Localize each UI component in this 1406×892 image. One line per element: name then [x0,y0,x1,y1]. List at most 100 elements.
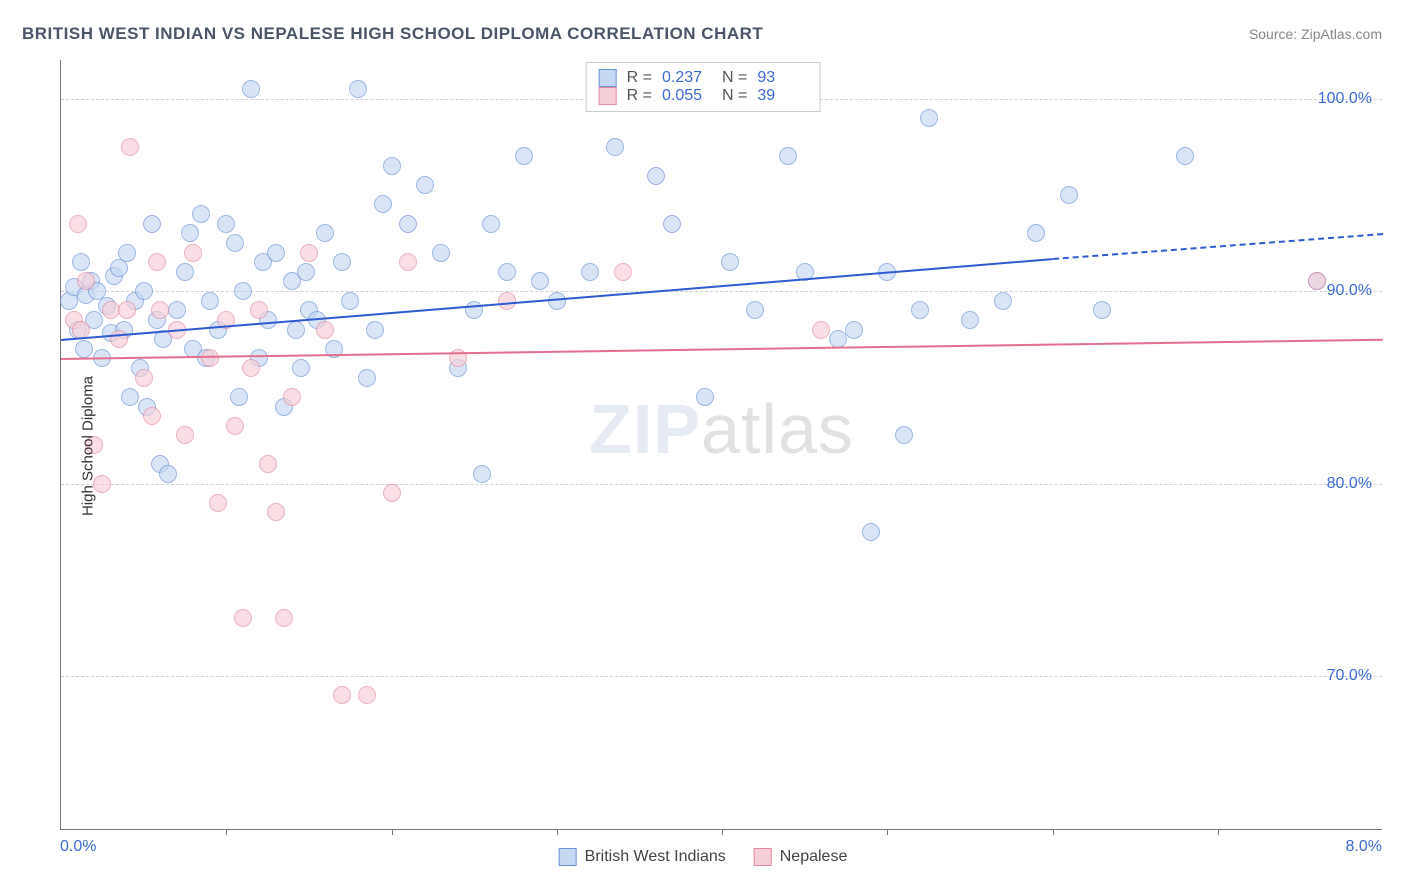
scatter-point [432,244,450,262]
scatter-point [242,80,260,98]
gridline [61,676,1382,677]
scatter-point [121,388,139,406]
scatter-point [226,417,244,435]
scatter-point [316,224,334,242]
scatter-point [895,426,913,444]
y-tick-label: 70.0% [1327,667,1372,685]
scatter-point [151,301,169,319]
scatter-point [300,244,318,262]
legend-item: Nepalese [754,848,848,866]
chart-title: BRITISH WEST INDIAN VS NEPALESE HIGH SCH… [22,24,763,44]
scatter-point [159,465,177,483]
scatter-point [614,263,632,281]
scatter-point [121,138,139,156]
scatter-point [341,292,359,310]
scatter-point [961,311,979,329]
scatter-point [358,369,376,387]
scatter-point [297,263,315,281]
watermark: ZIPatlas [589,389,854,469]
x-tick [226,829,227,835]
legend-swatch [754,848,772,866]
watermark-atlas: atlas [701,390,854,468]
n-value: 93 [757,69,807,87]
scatter-point [287,321,305,339]
r-value: 0.237 [662,69,712,87]
scatter-point [482,215,500,233]
x-tick [1053,829,1054,835]
scatter-point [234,609,252,627]
scatter-point [143,407,161,425]
scatter-point [606,138,624,156]
legend-swatch [599,69,617,87]
scatter-point [498,263,516,281]
legend-label: Nepalese [780,848,848,866]
scatter-point [135,369,153,387]
legend-item: British West Indians [559,848,726,866]
chart-container: BRITISH WEST INDIAN VS NEPALESE HIGH SCH… [0,0,1406,892]
scatter-point [283,388,301,406]
legend-series: British West Indians Nepalese [559,848,848,866]
scatter-point [292,359,310,377]
x-tick [1218,829,1219,835]
scatter-point [176,426,194,444]
legend-stats: R = 0.237 N = 93 R = 0.055 N = 39 [586,62,821,112]
r-label: R = [627,87,652,105]
scatter-point [75,340,93,358]
scatter-point [721,253,739,271]
y-axis-label: High School Diploma [80,376,97,516]
scatter-point [72,253,90,271]
gridline [61,291,1382,292]
scatter-point [118,301,136,319]
scatter-point [374,195,392,213]
scatter-point [267,503,285,521]
scatter-point [226,234,244,252]
scatter-point [416,176,434,194]
scatter-point [69,215,87,233]
r-value: 0.055 [662,87,712,105]
scatter-point [102,301,120,319]
scatter-point [1308,272,1326,290]
gridline [61,484,1382,485]
scatter-point [862,523,880,541]
scatter-point [1060,186,1078,204]
scatter-point [663,215,681,233]
scatter-point [118,244,136,262]
n-value: 39 [757,87,807,105]
scatter-point [911,301,929,319]
scatter-point [383,484,401,502]
scatter-point [201,349,219,367]
scatter-point [234,282,252,300]
legend-label: British West Indians [585,848,726,866]
scatter-point [230,388,248,406]
scatter-point [135,282,153,300]
scatter-point [192,205,210,223]
watermark-zip: ZIP [589,390,701,468]
scatter-point [267,244,285,262]
scatter-point [399,215,417,233]
scatter-point [696,388,714,406]
scatter-point [473,465,491,483]
scatter-point [383,157,401,175]
x-tick [557,829,558,835]
scatter-point [515,147,533,165]
scatter-point [259,455,277,473]
legend-stats-row: R = 0.055 N = 39 [599,87,808,105]
scatter-point [829,330,847,348]
r-label: R = [627,69,652,87]
scatter-point [746,301,764,319]
legend-swatch [599,87,617,105]
legend-swatch [559,848,577,866]
scatter-point [812,321,830,339]
y-tick-label: 80.0% [1327,475,1372,493]
plot-area: ZIPatlas 70.0%80.0%90.0%100.0% [60,60,1382,830]
y-tick-label: 90.0% [1327,282,1372,300]
scatter-point [201,292,219,310]
x-min-label: 0.0% [60,838,96,856]
scatter-point [333,686,351,704]
scatter-point [349,80,367,98]
scatter-point [581,263,599,281]
scatter-point [250,301,268,319]
scatter-point [845,321,863,339]
source-attribution: Source: ZipAtlas.com [1249,26,1382,42]
scatter-point [184,244,202,262]
